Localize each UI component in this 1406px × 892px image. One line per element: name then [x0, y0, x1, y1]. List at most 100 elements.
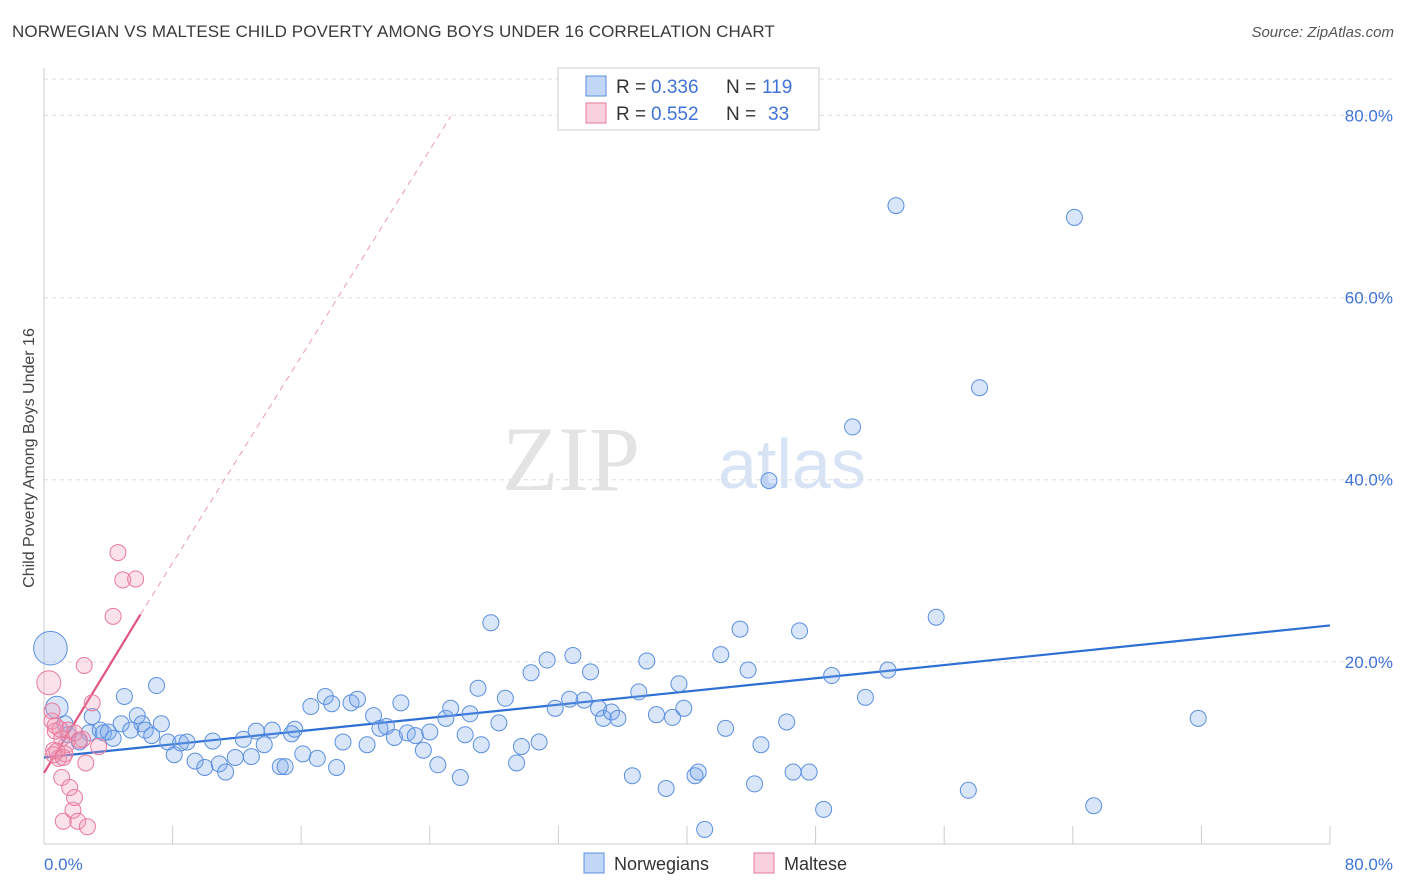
point-norwegians-36	[276, 758, 294, 776]
legend-r-value-maltese: 0.552	[651, 104, 699, 125]
point-norwegians-62	[456, 726, 474, 744]
point-norwegians-60	[442, 699, 460, 717]
point-norwegians-57	[421, 723, 439, 741]
point-maltese-0	[36, 670, 62, 696]
point-norwegians-52	[385, 728, 403, 746]
point-norwegians-105	[815, 800, 833, 818]
y-tick-label-20: 20.0%	[1345, 653, 1393, 672]
x-tick-label-min: 0.0%	[44, 855, 83, 874]
point-maltese-19	[104, 607, 122, 625]
point-norwegians-50	[371, 719, 389, 737]
point-norwegians-92	[689, 763, 707, 781]
point-norwegians-95	[717, 719, 735, 737]
point-norwegians-115	[1085, 797, 1103, 815]
point-norwegians-84	[630, 683, 648, 701]
point-norwegians-100	[760, 472, 778, 490]
source-credit: Source: ZipAtlas.com	[1251, 24, 1394, 41]
legend-n-value-norwegians: 119	[762, 77, 792, 98]
y-tick-label-60: 60.0%	[1345, 289, 1393, 308]
point-norwegians-99	[752, 736, 770, 754]
watermark-atlas: atlas	[718, 425, 866, 503]
point-norwegians-55	[406, 727, 424, 745]
point-norwegians-90	[675, 699, 693, 717]
trend-line-norwegians	[43, 624, 1331, 759]
point-norwegians-108	[856, 688, 874, 706]
legend-n-value-maltese: 33	[768, 104, 789, 125]
point-norwegians-71	[522, 664, 540, 682]
trend-line-maltese-extension	[140, 116, 452, 615]
point-norwegians-22	[172, 734, 190, 752]
point-norwegians-19	[152, 715, 170, 733]
point-maltese-18	[90, 738, 108, 756]
data-points	[33, 197, 1207, 838]
point-norwegians-103	[791, 622, 809, 640]
point-norwegians-97	[739, 661, 757, 679]
legend-swatch-maltese	[585, 102, 607, 124]
point-norwegians-14	[128, 707, 146, 725]
point-norwegians-18	[148, 677, 166, 695]
point-norwegians-23	[178, 733, 196, 751]
point-norwegians-17	[143, 727, 161, 745]
series-legend: Norwegians Maltese	[583, 852, 847, 874]
point-maltese-10	[64, 801, 82, 819]
point-norwegians-56	[414, 741, 432, 759]
series-legend-swatch-norwegians	[583, 852, 605, 874]
point-norwegians-12	[115, 687, 133, 705]
point-norwegians-42	[316, 687, 334, 705]
point-norwegians-40	[302, 697, 320, 715]
y-tick-label-40: 40.0%	[1345, 471, 1393, 490]
point-norwegians-38	[286, 720, 304, 738]
point-norwegians-68	[496, 689, 514, 707]
point-norwegians-8	[94, 724, 112, 742]
point-norwegians-75	[561, 690, 579, 708]
legend-r-label-norwegians: R =	[616, 77, 646, 98]
point-norwegians-45	[334, 733, 352, 751]
point-norwegians-47	[348, 690, 366, 708]
point-norwegians-39	[294, 745, 312, 763]
point-norwegians-24	[186, 752, 204, 770]
series-legend-label-maltese: Maltese	[784, 854, 847, 874]
axes	[43, 68, 1331, 845]
point-norwegians-101	[778, 713, 796, 731]
point-maltese-30	[54, 748, 72, 766]
point-norwegians-34	[263, 721, 281, 739]
point-norwegians-114	[1065, 208, 1083, 226]
point-norwegians-59	[437, 709, 455, 727]
point-norwegians-79	[590, 699, 608, 717]
point-maltese-21	[114, 571, 132, 589]
point-norwegians-5	[80, 724, 98, 742]
point-norwegians-70	[512, 738, 530, 756]
point-norwegians-89	[670, 675, 688, 693]
point-norwegians-44	[328, 759, 346, 776]
point-norwegians-107	[844, 418, 862, 436]
point-norwegians-77	[575, 691, 593, 709]
point-norwegians-96	[731, 620, 749, 638]
point-norwegians-113	[971, 379, 989, 397]
point-norwegians-43	[323, 695, 341, 713]
point-norwegians-66	[482, 614, 500, 632]
point-norwegians-112	[959, 781, 977, 799]
point-norwegians-72	[530, 733, 548, 751]
legend-r-value-norwegians: 0.336	[651, 77, 699, 98]
y-axis-label: Child Poverty Among Boys Under 16	[21, 328, 38, 588]
point-norwegians-88	[664, 708, 682, 726]
point-norwegians-73	[538, 651, 556, 669]
point-norwegians-94	[712, 646, 730, 664]
point-maltese-28	[46, 717, 64, 735]
legend-n-label-maltese: N =	[726, 104, 756, 125]
point-norwegians-58	[429, 756, 447, 774]
point-maltese-16	[78, 818, 96, 836]
point-norwegians-26	[204, 732, 222, 750]
point-maltese-29	[45, 746, 63, 764]
chart-title: NORWEGIAN VS MALTESE CHILD POVERTY AMONG…	[12, 22, 775, 41]
point-norwegians-67	[490, 714, 508, 732]
point-norwegians-53	[392, 694, 410, 712]
point-maltese-22	[127, 570, 145, 588]
point-norwegians-25	[196, 759, 214, 776]
watermark-zip: ZIP	[502, 408, 640, 510]
point-norwegians-31	[242, 748, 260, 766]
point-norwegians-81	[602, 703, 620, 721]
legend-swatch-norwegians	[585, 75, 607, 97]
point-maltese-11	[66, 789, 84, 807]
